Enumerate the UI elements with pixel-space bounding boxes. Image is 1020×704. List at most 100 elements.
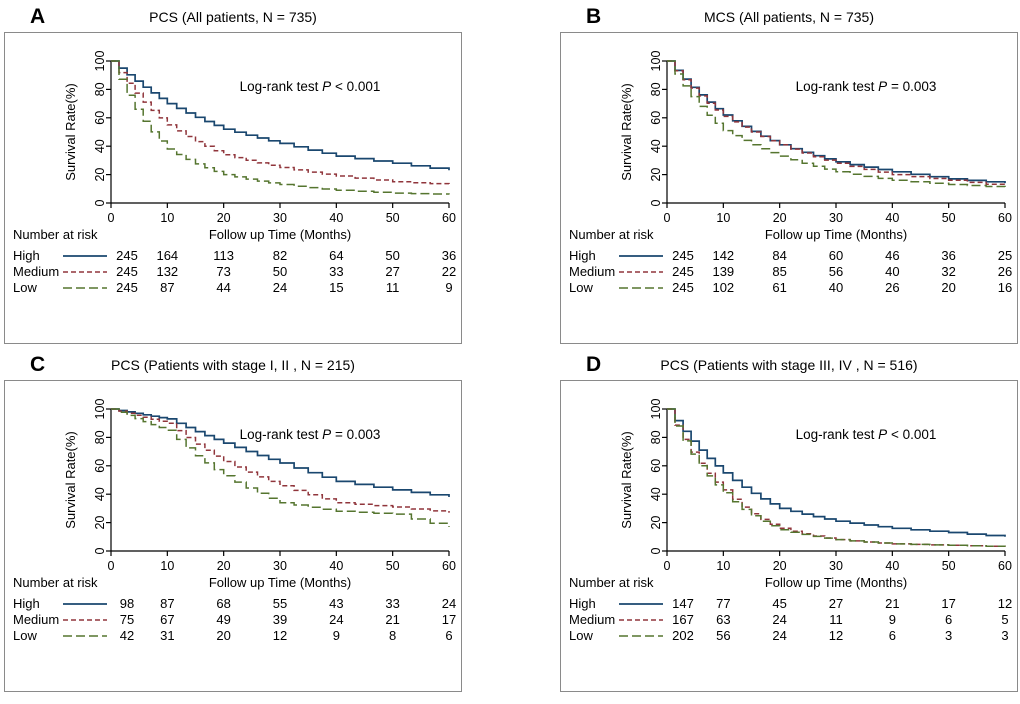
risk-count: 68 xyxy=(216,596,230,611)
risk-count: 24 xyxy=(772,628,786,643)
risk-count: 139 xyxy=(712,264,734,279)
x-tick-label: 50 xyxy=(386,211,400,225)
panel-A: A PCS (All patients, N = 735) 0 20 40 60 80 1… xyxy=(4,4,462,344)
plot-box-C: 0 20 40 60 80 100 0 10 20 30 40 50 60 Survival Rate(%… xyxy=(4,380,462,692)
km-curve-high xyxy=(111,60,450,171)
y-tick-label: 40 xyxy=(649,487,663,501)
panel-B: B MCS (All patients, N = 735) 0 20 40 60 80 1… xyxy=(560,4,1018,344)
x-tick-label: 30 xyxy=(829,211,843,225)
risk-count: 27 xyxy=(829,596,843,611)
risk-count: 40 xyxy=(885,264,899,279)
number-at-risk-header: Number at risk xyxy=(13,227,98,242)
y-axis-title: Survival Rate(%) xyxy=(619,83,634,181)
risk-row-label-low: Low xyxy=(13,628,37,643)
panel-title-B: MCS (All patients, N = 735) xyxy=(703,9,874,25)
risk-count: 24 xyxy=(329,612,343,627)
panel-A-header: A PCS (All patients, N = 735) xyxy=(4,4,462,32)
risk-row-label-low: Low xyxy=(13,280,37,295)
x-tick-label: 0 xyxy=(664,211,671,225)
km-curve-low xyxy=(667,408,1006,548)
risk-count: 8 xyxy=(389,628,396,643)
risk-count: 245 xyxy=(116,280,138,295)
panel-C: C PCS (Patients with stage I, II , N = 2… xyxy=(4,352,462,692)
risk-count: 245 xyxy=(116,248,138,263)
risk-count: 31 xyxy=(160,628,174,643)
risk-row-label-high: High xyxy=(13,248,40,263)
x-tick-label: 50 xyxy=(942,559,956,573)
y-tick-label: 80 xyxy=(93,82,107,96)
panel-letter-D: D xyxy=(586,353,602,376)
risk-count: 87 xyxy=(160,280,174,295)
risk-count: 6 xyxy=(889,628,896,643)
y-tick-label: 40 xyxy=(93,139,107,153)
y-tick-label: 100 xyxy=(93,51,107,72)
x-tick-label: 0 xyxy=(664,559,671,573)
risk-count: 44 xyxy=(216,280,230,295)
risk-count: 21 xyxy=(885,596,899,611)
risk-count: 5 xyxy=(1001,612,1008,627)
risk-count: 82 xyxy=(273,248,287,263)
x-axis-title: Follow up Time (Months) xyxy=(209,227,351,242)
risk-count: 85 xyxy=(772,264,786,279)
x-tick-label: 20 xyxy=(773,211,787,225)
y-tick-label: 100 xyxy=(649,399,663,420)
risk-count: 84 xyxy=(772,248,786,263)
km-chart-C: 0 20 40 60 80 100 0 10 20 30 40 50 60 Survival Rate(%… xyxy=(13,399,456,643)
km-curve-medium xyxy=(667,60,1006,186)
y-tick-label: 80 xyxy=(649,430,663,444)
x-tick-label: 50 xyxy=(386,559,400,573)
y-tick-label: 60 xyxy=(649,111,663,125)
risk-count: 36 xyxy=(442,248,456,263)
km-chart-D: 0 20 40 60 80 100 0 10 20 30 40 50 60 Survival Rate(%… xyxy=(569,399,1012,643)
km-curve-high xyxy=(667,408,1006,537)
x-tick-label: 10 xyxy=(716,559,730,573)
km-curve-medium xyxy=(111,408,450,513)
risk-count: 16 xyxy=(998,280,1012,295)
x-tick-label: 30 xyxy=(829,559,843,573)
panel-letter-C: C xyxy=(30,353,46,376)
risk-row-label-low: Low xyxy=(569,628,593,643)
risk-count: 87 xyxy=(160,596,174,611)
x-tick-label: 10 xyxy=(160,211,174,225)
y-tick-label: 20 xyxy=(649,516,663,530)
risk-count: 6 xyxy=(445,628,452,643)
risk-count: 3 xyxy=(945,628,952,643)
km-curve-low xyxy=(111,408,450,527)
risk-count: 102 xyxy=(712,280,734,295)
km-curve-medium xyxy=(111,60,450,185)
risk-count: 245 xyxy=(672,248,694,263)
risk-count: 75 xyxy=(120,612,134,627)
x-axis-title: Follow up Time (Months) xyxy=(765,227,907,242)
risk-count: 12 xyxy=(829,628,843,643)
risk-count: 32 xyxy=(941,264,955,279)
x-tick-label: 30 xyxy=(273,559,287,573)
logrank-annotation: Log-rank test P = 0.003 xyxy=(240,427,381,442)
x-tick-label: 40 xyxy=(329,559,343,573)
risk-count: 50 xyxy=(385,248,399,263)
number-at-risk-header: Number at risk xyxy=(569,227,654,242)
risk-count: 61 xyxy=(772,280,786,295)
km-chart-B: 0 20 40 60 80 100 0 10 20 30 40 50 60 Survival Rate(%… xyxy=(569,51,1012,295)
risk-count: 3 xyxy=(1001,628,1008,643)
y-tick-label: 60 xyxy=(649,459,663,473)
km-curve-high xyxy=(111,408,450,497)
y-axis-title: Survival Rate(%) xyxy=(619,431,634,529)
y-tick-label: 60 xyxy=(93,111,107,125)
risk-count: 164 xyxy=(156,248,178,263)
risk-row-label-high: High xyxy=(569,596,596,611)
x-tick-label: 20 xyxy=(217,211,231,225)
y-axis-title: Survival Rate(%) xyxy=(63,83,78,181)
risk-count: 67 xyxy=(160,612,174,627)
risk-row-label-low: Low xyxy=(569,280,593,295)
y-tick-label: 80 xyxy=(93,430,107,444)
risk-count: 12 xyxy=(998,596,1012,611)
y-tick-label: 80 xyxy=(649,82,663,96)
risk-count: 64 xyxy=(329,248,343,263)
risk-count: 9 xyxy=(889,612,896,627)
risk-count: 245 xyxy=(116,264,138,279)
x-tick-label: 30 xyxy=(273,211,287,225)
risk-count: 6 xyxy=(945,612,952,627)
logrank-annotation: Log-rank test P = 0.003 xyxy=(796,79,937,94)
risk-row-label-medium: Medium xyxy=(569,264,615,279)
